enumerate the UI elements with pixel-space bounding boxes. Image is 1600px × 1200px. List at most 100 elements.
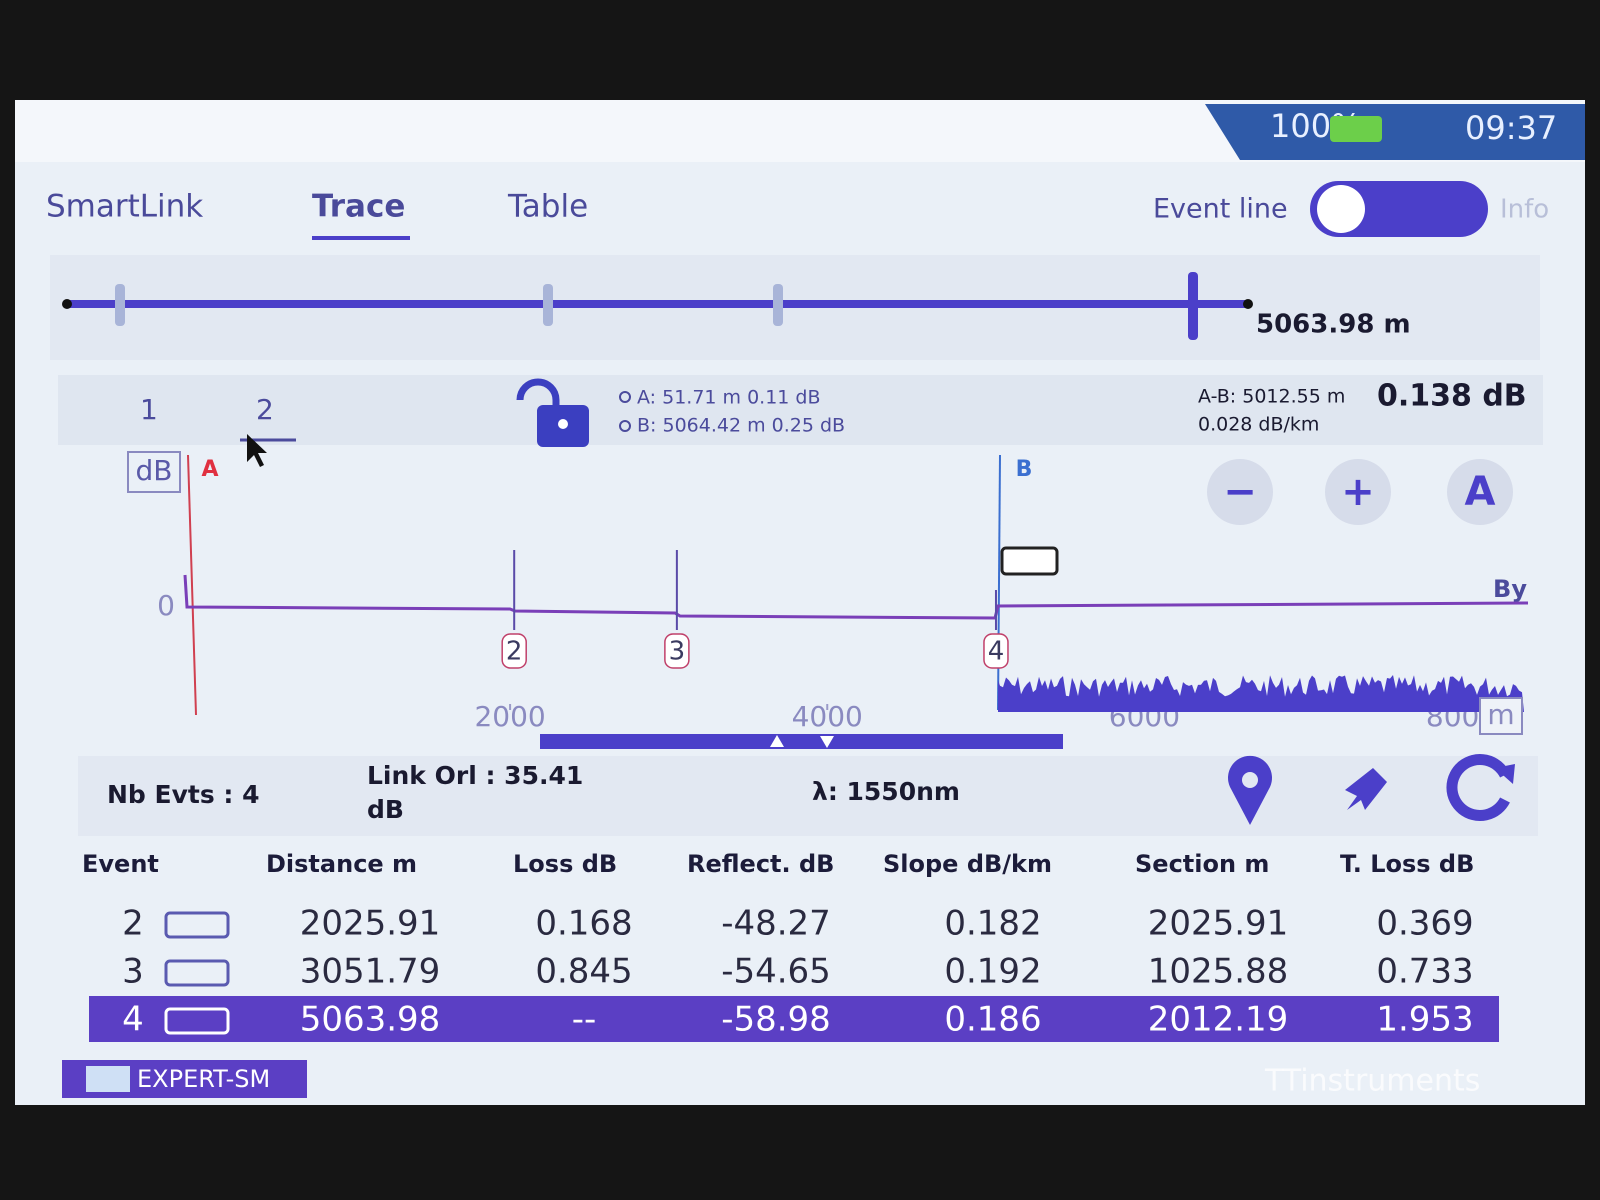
event-number[interactable]: 3	[122, 952, 144, 992]
link-length: 5063.98 m	[1256, 310, 1411, 340]
table-cell[interactable]: 1025.88	[1148, 952, 1289, 992]
tab-bar: SmartLink Trace Table	[46, 189, 588, 240]
column-header: Section m	[1135, 850, 1269, 878]
noise-floor	[998, 675, 1524, 712]
tab[interactable]: Table	[507, 189, 588, 225]
table-cell[interactable]: 0.182	[944, 904, 1041, 944]
end-event-icon	[1000, 546, 1059, 576]
overview-end	[1243, 299, 1253, 309]
column-header: Loss dB	[513, 850, 617, 878]
table-cell[interactable]: --	[572, 1000, 597, 1040]
table-cell[interactable]: 5063.98	[300, 1000, 441, 1040]
ab-distance: A-B: 5012.55 m	[1198, 386, 1345, 408]
event-line-label: Event line	[1153, 194, 1288, 225]
mode-label: EXPERT-SM	[137, 1065, 270, 1093]
trace-header	[58, 375, 1543, 445]
clock: 09:37	[1465, 109, 1557, 147]
table-cell[interactable]: 0.186	[944, 1000, 1041, 1040]
zoom-button-label: +	[1341, 469, 1375, 515]
battery-icon	[1330, 116, 1382, 142]
column-header: Event	[82, 850, 159, 878]
overview-start	[62, 299, 72, 309]
table-cell[interactable]: 1.953	[1376, 1000, 1473, 1040]
event-line-toggle[interactable]	[1310, 181, 1488, 237]
x-unit-box	[1479, 697, 1523, 735]
zoom-button-label: A	[1465, 469, 1496, 515]
zoom-button[interactable]	[1207, 459, 1273, 525]
column-header: Reflect. dB	[687, 850, 834, 878]
ab-slope: 0.028 dB/km	[1198, 414, 1319, 436]
overview-event	[773, 284, 783, 326]
event-marker-label: 4	[988, 637, 1005, 667]
scroll-arrows	[770, 735, 834, 748]
cursor-a-line[interactable]	[187, 454, 197, 716]
table-cell[interactable]: 0.369	[1376, 904, 1473, 944]
y-zero-label: 0	[157, 589, 175, 622]
table-cell[interactable]: 3051.79	[300, 952, 441, 992]
table-cell[interactable]: 0.845	[535, 952, 632, 992]
refresh-icon[interactable]	[1446, 754, 1510, 821]
table-cell[interactable]: 2025.91	[1148, 904, 1289, 944]
info-tab[interactable]: Info	[1500, 195, 1549, 225]
by-label: By	[1493, 575, 1527, 603]
overview-event	[1188, 272, 1198, 340]
zoom-button[interactable]	[1325, 459, 1391, 525]
table-cell[interactable]: 2012.19	[1148, 1000, 1289, 1040]
cursor-b-label: B	[1016, 457, 1033, 482]
overview-event	[115, 284, 125, 326]
table-cell[interactable]: -54.65	[721, 952, 831, 992]
zoom-level[interactable]: 1	[140, 393, 158, 426]
table-cell[interactable]: -58.98	[721, 1000, 831, 1040]
lock-icon[interactable]	[516, 378, 589, 447]
table-cell[interactable]: 0.168	[535, 904, 632, 944]
zoom-buttons: − + A	[1207, 459, 1513, 525]
event-number[interactable]: 2	[122, 904, 144, 944]
zoom-button[interactable]	[1447, 459, 1513, 525]
selected-row-bg	[89, 996, 1499, 1042]
link-orl-unit: dB	[367, 795, 404, 824]
event-marker-badge	[983, 633, 1009, 669]
refresh-arrow	[1495, 764, 1515, 784]
event-type-icon	[164, 1007, 230, 1035]
cursor-b-info: B: 5064.42 m 0.25 dB	[637, 415, 845, 437]
event-type-icon	[164, 911, 230, 939]
summary-bar	[78, 756, 1538, 836]
table-cell[interactable]: 0.733	[1376, 952, 1473, 992]
event-marker-badge	[664, 633, 690, 669]
pin-icon[interactable]	[1345, 768, 1387, 810]
event-marker-label: 2	[506, 637, 523, 667]
trace-line	[183, 574, 1529, 620]
ab-loss: 0.138 dB	[1377, 379, 1527, 414]
watermark: TTinstruments	[1264, 1064, 1480, 1099]
zoom-level[interactable]: 2	[256, 393, 274, 426]
cursor-a-label: A	[201, 457, 218, 482]
locate-icon[interactable]	[1228, 755, 1272, 825]
column-header: T. Loss dB	[1340, 850, 1474, 878]
status-bar	[1205, 104, 1585, 160]
y-unit: dB	[136, 454, 173, 487]
event-count: Nb Evts : 4	[107, 780, 260, 809]
y-unit-box	[127, 451, 181, 493]
column-header: Distance m	[266, 850, 417, 878]
zoom-scrollbar[interactable]	[540, 734, 1063, 749]
table-cell[interactable]: 0.192	[944, 952, 1041, 992]
event-number[interactable]: 4	[122, 1000, 144, 1040]
event-marker-badge	[501, 633, 527, 669]
mode-icon	[86, 1066, 130, 1092]
cursor-b-dot	[619, 420, 631, 432]
zoom-button-label: −	[1223, 469, 1257, 515]
overview-event	[543, 284, 553, 326]
tab[interactable]: SmartLink	[46, 189, 203, 225]
cursor-a-info: A: 51.71 m 0.11 dB	[637, 387, 821, 409]
tab[interactable]: Trace	[312, 189, 405, 225]
table-cell[interactable]: 2025.91	[300, 904, 441, 944]
event-marker-label: 3	[669, 637, 686, 667]
x-tick-label: 4000	[792, 700, 863, 733]
table-cell[interactable]: -48.27	[721, 904, 831, 944]
event-table: Event Distance m Loss dB Reflect. dB Slope d…	[82, 850, 1474, 1040]
cursor-a-dot	[619, 391, 631, 403]
x-unit: m	[1487, 698, 1514, 731]
